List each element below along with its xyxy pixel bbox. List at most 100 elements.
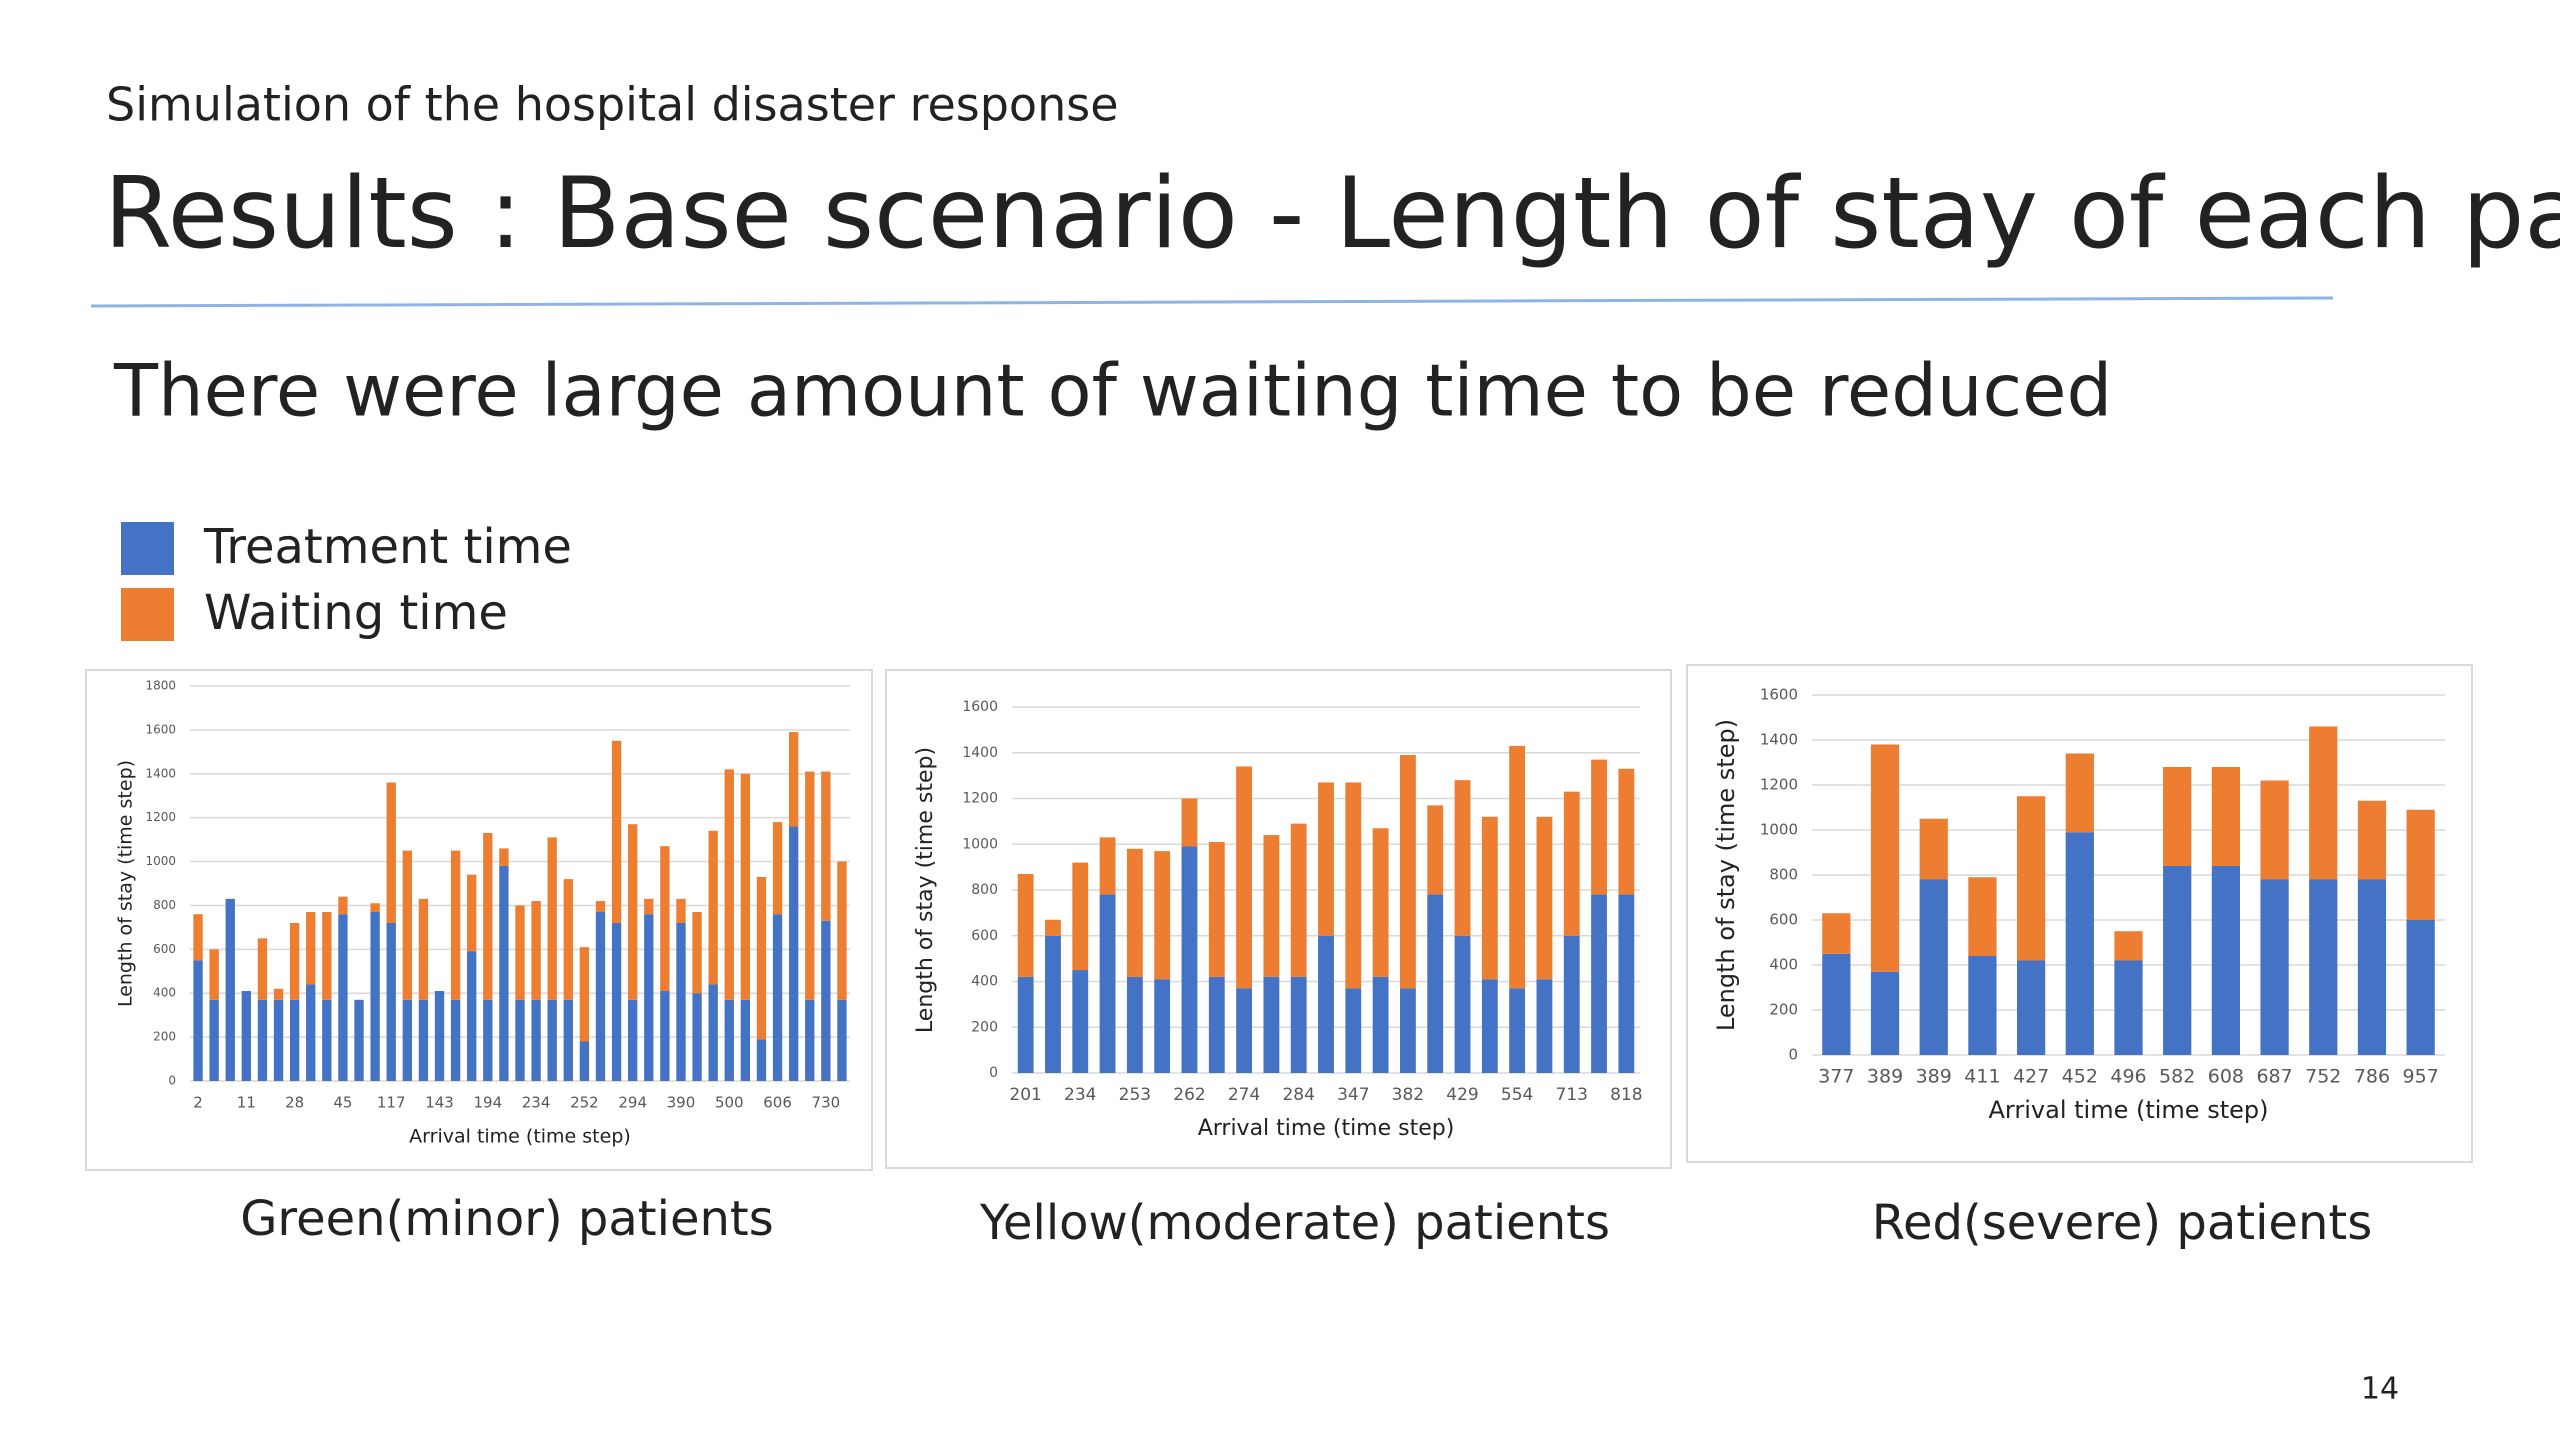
bar-segment <box>499 865 509 1081</box>
bar-segment <box>483 833 493 1000</box>
bar-segment <box>322 912 332 1000</box>
bar-segment <box>2065 832 2094 1055</box>
bar-segment <box>515 905 525 1000</box>
x-tick-label: 606 <box>763 1094 792 1112</box>
x-tick-label: 411 <box>1964 1066 2000 1088</box>
bar-segment <box>740 999 751 1081</box>
bar-segment <box>2065 753 2094 833</box>
bar-segment <box>611 740 622 923</box>
bar-segment <box>708 830 718 985</box>
bar-segment <box>756 876 767 1040</box>
bar-segment <box>1208 976 1225 1073</box>
y-tick-label: 0 <box>989 1065 998 1081</box>
bar-segment <box>563 879 573 1000</box>
x-tick-label: 234 <box>1064 1085 1096 1105</box>
bar-segment <box>193 960 203 1081</box>
bar-segment <box>402 999 412 1081</box>
bar-segment <box>837 861 847 1000</box>
bar-segment <box>1870 971 1900 1055</box>
chart-caption: Red(severe) patients <box>1872 1195 2372 1251</box>
bar-segment <box>257 999 268 1081</box>
bar-segment <box>1290 823 1307 977</box>
legend-label: Treatment time <box>203 519 572 575</box>
chart-caption: Green(minor) patients <box>240 1191 774 1247</box>
title-rule <box>90 296 2334 308</box>
bar-segment <box>628 824 638 1000</box>
bar-segment <box>708 984 718 1081</box>
bar-segment <box>1045 919 1061 936</box>
bar-segment <box>273 988 284 1000</box>
x-tick-label: 45 <box>333 1094 352 1112</box>
x-tick-label: 382 <box>1392 1085 1424 1105</box>
y-tick-label: 600 <box>153 942 176 956</box>
x-tick-label: 582 <box>2159 1066 2195 1088</box>
bar-segment <box>1154 851 1171 980</box>
bar-segment <box>289 999 300 1081</box>
x-tick-label: 429 <box>1446 1085 1478 1105</box>
bar-segment <box>273 999 284 1081</box>
bar-segment <box>563 999 573 1081</box>
bar-segment <box>193 914 203 961</box>
bar-segment <box>2163 767 2192 866</box>
bar-segment <box>579 1041 590 1081</box>
bar-segment <box>1822 913 1851 954</box>
bar-segment <box>225 898 235 1081</box>
x-tick-label: 500 <box>715 1094 744 1112</box>
bar-segment <box>1968 877 1997 956</box>
x-tick-label: 201 <box>1009 1085 1041 1105</box>
y-tick-label: 200 <box>153 1030 176 1044</box>
slide-title: Results : Base scenario - Length of stay… <box>104 157 2560 271</box>
bar-segment <box>1072 862 1089 971</box>
bar-segment <box>241 991 252 1081</box>
bar-segment <box>1919 818 1948 880</box>
bar-segment <box>1618 768 1635 895</box>
bar-segment <box>1181 846 1198 1073</box>
bar-segment <box>1563 935 1580 1073</box>
legend-swatch <box>121 522 174 575</box>
bar-segment <box>2211 767 2241 866</box>
y-tick-label: 1200 <box>1760 776 1798 794</box>
x-tick-label: 262 <box>1173 1085 1205 1105</box>
x-tick-label: 252 <box>570 1094 599 1112</box>
page-number: 14 <box>2361 1372 2399 1407</box>
bar-segment <box>450 850 461 1000</box>
y-tick-label: 1000 <box>1760 821 1798 839</box>
bar-segment <box>740 773 751 1000</box>
bar-segment <box>370 912 380 1081</box>
bar-segment <box>1045 935 1061 1073</box>
bar-segment <box>515 999 525 1081</box>
bar-segment <box>2406 920 2435 1055</box>
bar-segment <box>370 903 380 913</box>
bar-segment <box>1427 894 1444 1073</box>
headline: There were large amount of waiting time … <box>113 349 2112 433</box>
bar-segment <box>547 837 557 1000</box>
bar-segment <box>2406 809 2435 920</box>
bar-segment <box>805 771 815 1000</box>
bar-segment <box>2309 879 2338 1055</box>
x-tick-label: 730 <box>812 1094 841 1112</box>
bar-segment <box>660 991 670 1081</box>
bar-segment <box>531 901 541 1000</box>
y-tick-label: 800 <box>1769 866 1798 884</box>
x-tick-label: 786 <box>2354 1066 2390 1088</box>
bar-segment <box>2114 960 2143 1055</box>
bar-segment <box>611 923 622 1081</box>
bar-segment <box>1968 956 1997 1055</box>
bar-segment <box>306 912 316 985</box>
bar-segment <box>1870 744 1900 972</box>
bar-segment <box>418 999 429 1081</box>
x-tick-label: 143 <box>425 1094 454 1112</box>
bar-segment <box>1481 816 1498 980</box>
x-tick-label: 117 <box>377 1094 406 1112</box>
bar-segment <box>209 999 219 1081</box>
bar-segment <box>788 826 799 1081</box>
bar-segment <box>2309 726 2338 880</box>
bar-segment <box>402 850 412 1000</box>
y-tick-label: 400 <box>153 986 176 1000</box>
bar-segment <box>1454 935 1471 1073</box>
bar-segment <box>821 920 831 1081</box>
x-tick-label: 347 <box>1337 1085 1369 1105</box>
bar-segment <box>1072 970 1089 1073</box>
x-tick-label: 713 <box>1556 1085 1588 1105</box>
bar-segment <box>1563 791 1580 936</box>
